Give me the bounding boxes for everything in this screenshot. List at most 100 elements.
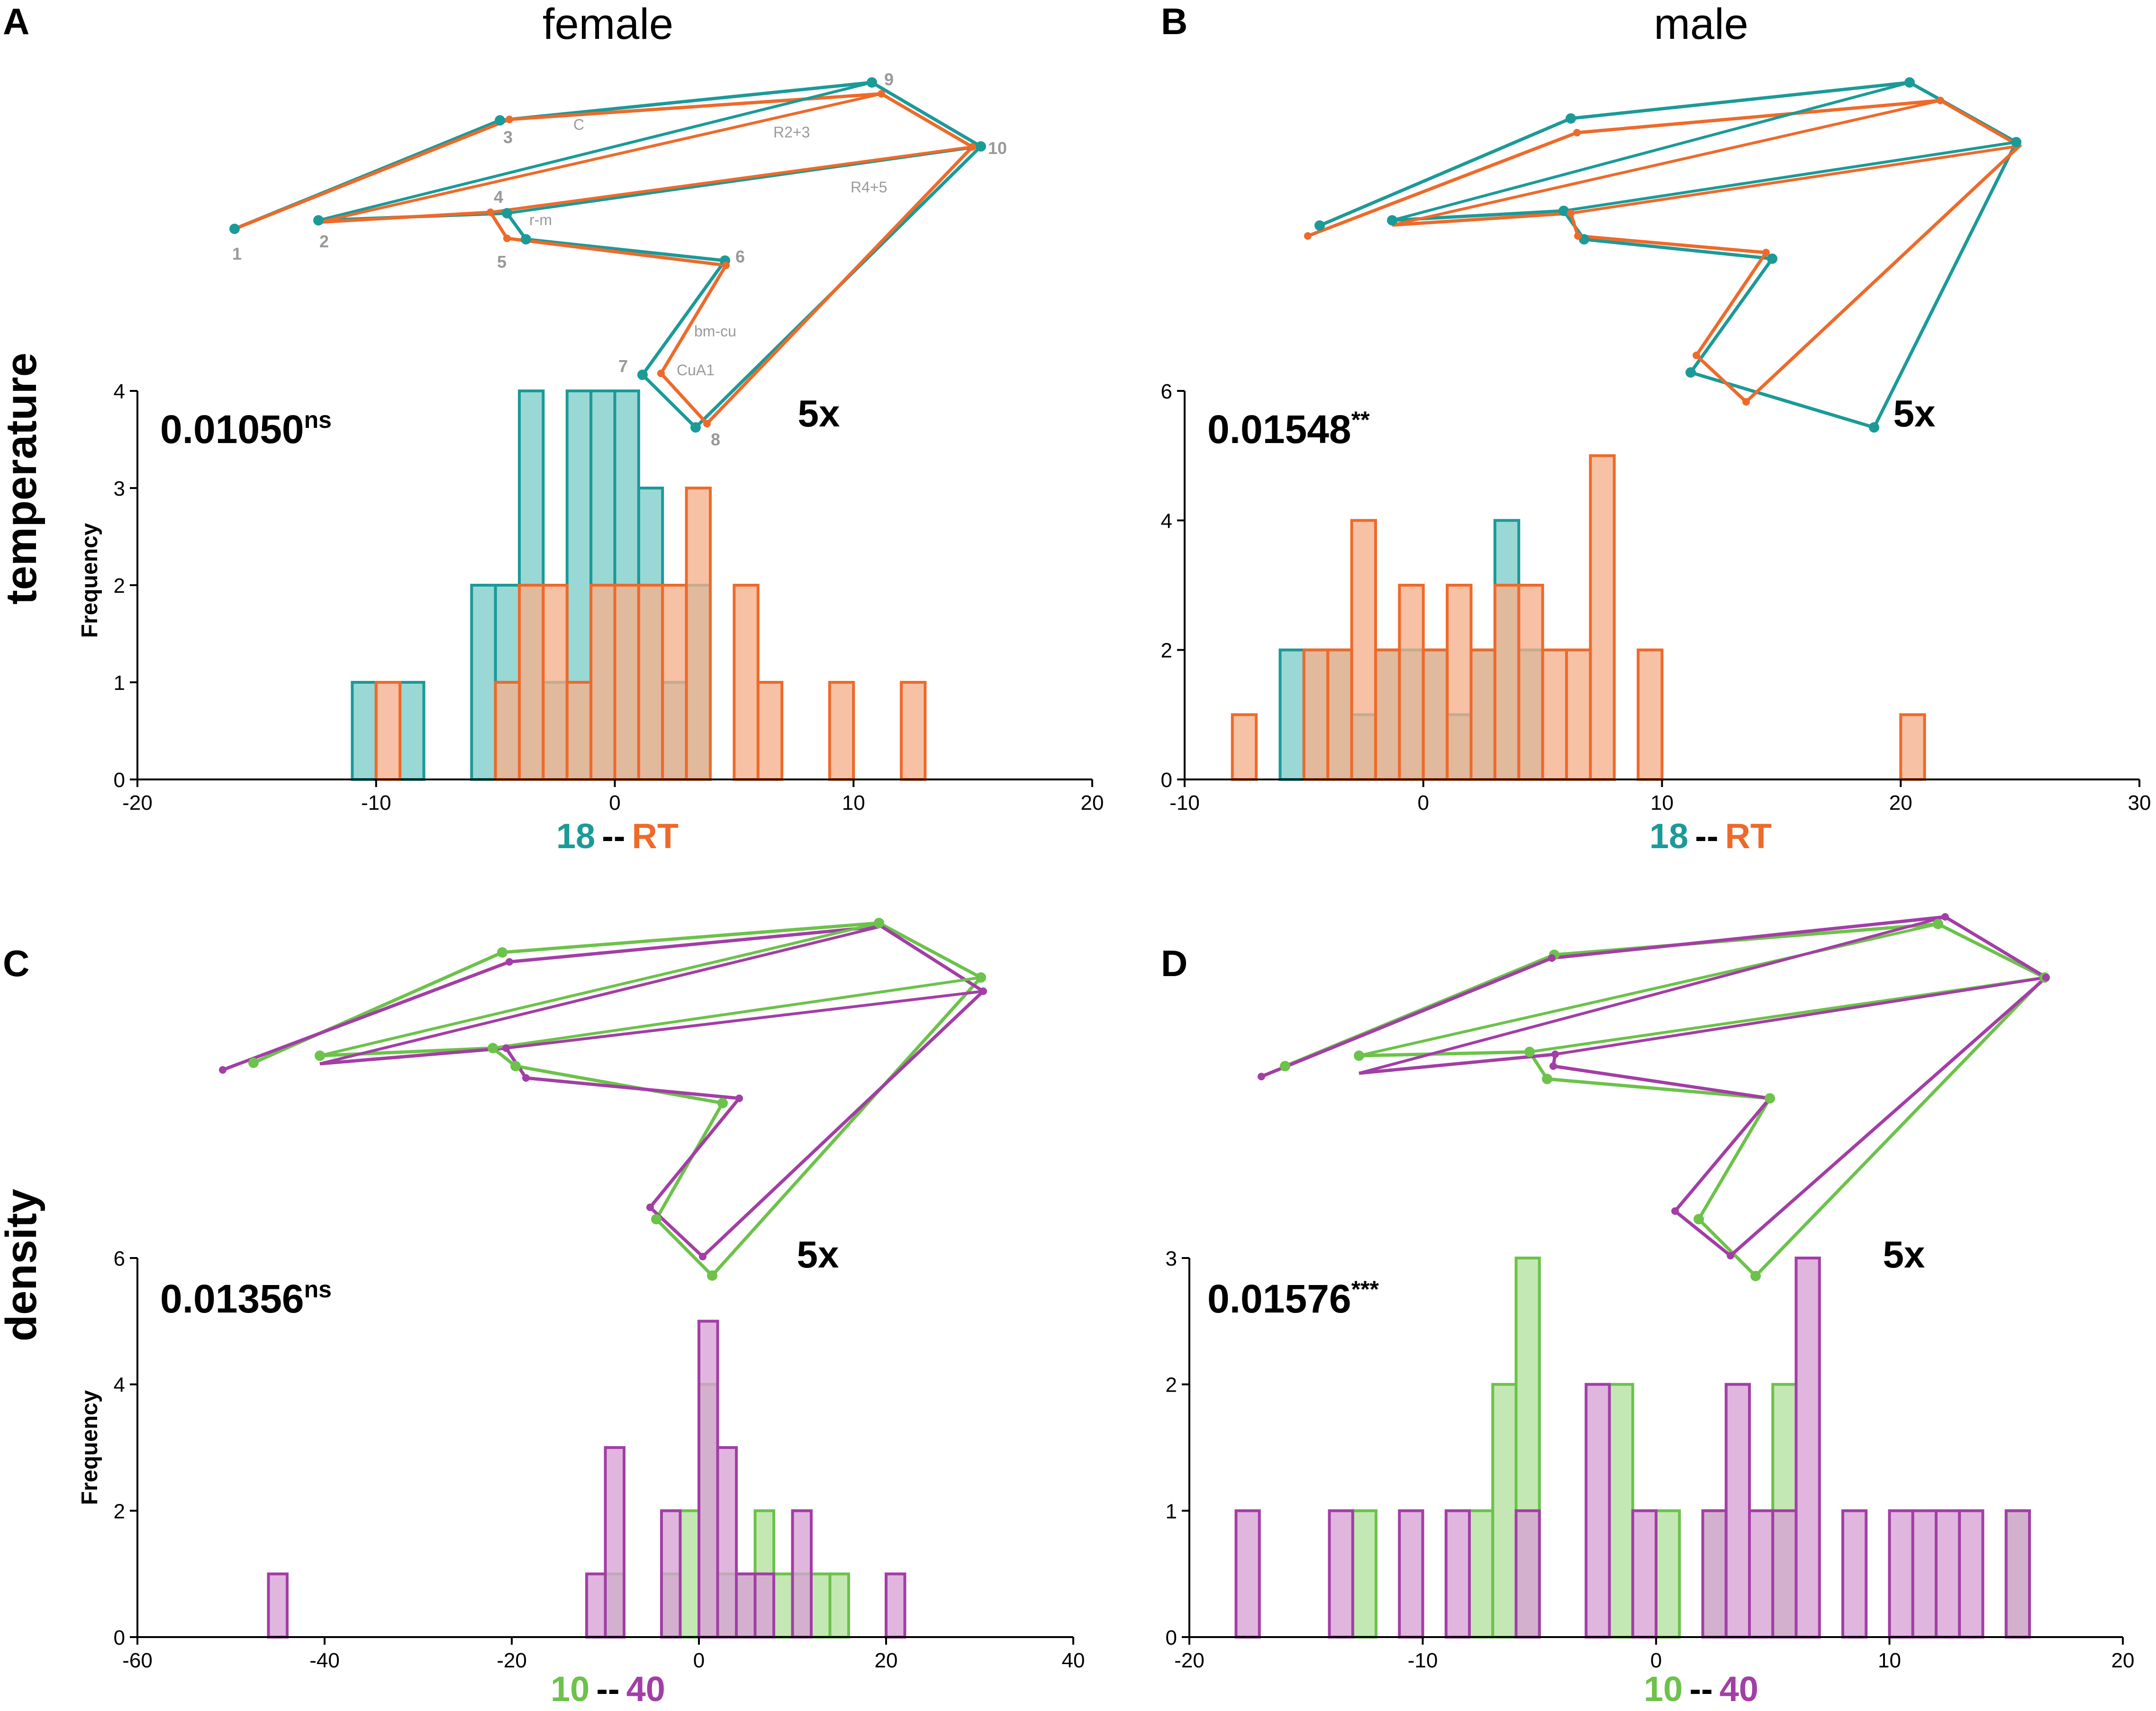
panel-letter-c: C [3, 942, 29, 984]
panel-d-bar-40-2 [1398, 1509, 1424, 1639]
landmark-label-4: 4 [494, 187, 503, 207]
panel-b-bar-rt-5 [1398, 584, 1425, 781]
panel-c-x-tick-label-4: 20 [875, 1649, 898, 1672]
panel-b-y-tick-label-0: 0 [1161, 769, 1172, 792]
panel-c-bar-10-9 [810, 1572, 832, 1639]
panel-a-bar-rt-10 [733, 584, 760, 781]
panel-a-bar-rt-0 [374, 681, 402, 781]
wing-c-vein-r23-10 [319, 922, 879, 1057]
wing-d-vein-r23-40 [1359, 915, 1946, 1075]
landmark-label-7: 7 [618, 356, 628, 376]
landmark-label-9: 9 [884, 70, 894, 89]
panel-c-y-tick-label-0: 0 [114, 1626, 125, 1649]
panel-d-bar-40-6 [1631, 1509, 1658, 1639]
panel-a-bar-rt-4 [565, 681, 593, 781]
panel-a-bar-rt-13 [900, 681, 927, 781]
panel-b-stat-significance: ** [1351, 407, 1370, 433]
panel-b-bar-18-0 [1278, 648, 1305, 781]
panel-a-scale-factor: 5x [798, 392, 840, 435]
vein-label-r23: R2+3 [773, 124, 810, 141]
wing-a-outline-rt [234, 92, 975, 426]
wing-d-vein-r45-40 [1555, 976, 2047, 1056]
panel-b-stat: 0.01548** [1207, 407, 1370, 452]
panel-a-stat: 0.01050ns [160, 407, 332, 452]
panel-b-bar-rt-6 [1422, 648, 1449, 781]
panel-a-y-tick-label-1: 1 [114, 671, 125, 695]
panel-d-bar-10-0 [1351, 1509, 1377, 1639]
row-title-density: density [0, 1189, 45, 1341]
panel-a-bar-18-0 [351, 681, 378, 781]
panel-d-y-tick-label-1: 1 [1166, 1500, 1177, 1523]
panel-c-bar-40-7 [753, 1572, 775, 1639]
vein-label-rm: r-m [529, 211, 552, 228]
panel-letter-d: D [1161, 942, 1187, 984]
panel-a-legend: 18 -- RT [556, 816, 679, 856]
panel-b-bar-rt-3 [1350, 519, 1377, 781]
panel-a-bar-rt-11 [756, 681, 784, 781]
panel-c-legend-group-b: 40 [626, 1669, 665, 1709]
panel-c-histogram [267, 1320, 906, 1639]
panel-c-x-tick-label-2: -20 [497, 1649, 527, 1672]
panel-a-bar-18-1 [399, 681, 426, 781]
panel-b-y-tick-label-1: 2 [1161, 639, 1172, 662]
panel-d-x-tick-label-3: 10 [1878, 1649, 1901, 1672]
panel-c-bar-40-2 [604, 1446, 625, 1639]
panel-b-histogram [1231, 454, 1926, 781]
panel-c-stat: 0.01356ns [160, 1276, 332, 1321]
panel-d-bar-40-0 [1234, 1509, 1261, 1639]
panel-d-ticks: -20 -10 0 10 20 0 1 2 3 [1166, 1247, 2135, 1672]
panel-c-bar-10-2 [679, 1509, 700, 1639]
panel-c-bar-40-3 [660, 1509, 682, 1639]
panel-b-stat-value: 0.01548 [1207, 407, 1351, 452]
panel-d-y-tick-label-3: 3 [1166, 1247, 1177, 1270]
panel-b-legend-separator: -- [1695, 816, 1718, 856]
panel-b-wing-shape [1304, 77, 2022, 433]
panel-d-bar-10-1 [1468, 1509, 1495, 1639]
panel-b-legend-group-a: 18 [1649, 816, 1688, 856]
panel-d-bar-40-3 [1444, 1509, 1471, 1639]
panel-d-legend-separator: -- [1689, 1669, 1712, 1709]
row-title-temperature: temperature [0, 353, 45, 605]
panel-d-x-tick-label-1: -10 [1408, 1649, 1438, 1672]
panel-d-bar-10-2 [1491, 1383, 1518, 1639]
wing-c-outline-40 [222, 924, 986, 1259]
panel-a-bar-rt-1 [494, 681, 521, 781]
panel-d-wing-shape [1258, 913, 2050, 1281]
wing-c-vein-r23-40 [319, 925, 882, 1065]
panel-d-bar-40-4 [1514, 1509, 1541, 1639]
panel-a-wing-shape: 1 2 3 4 5 6 7 8 9 10 C R2+3 R4+5 r-m bm-… [229, 70, 1007, 449]
panel-a-legend-group-b: RT [632, 816, 679, 856]
panel-c-bar-40-5 [716, 1446, 738, 1639]
panel-b-bar-rt-12 [1565, 648, 1592, 781]
panel-b-bar-rt-11 [1541, 648, 1568, 781]
wing-c-landmark-points [248, 918, 986, 1281]
panel-c-legend: 10 -- 40 [551, 1669, 665, 1709]
landmark-label-10: 10 [988, 138, 1007, 158]
panel-a-histogram [351, 389, 927, 781]
panel-d-y-tick-label-2: 2 [1166, 1374, 1177, 1397]
panel-d-bar-40-7 [1701, 1509, 1728, 1639]
panel-d-x-tick-label-4: 20 [2111, 1649, 2135, 1672]
panel-a-legend-separator: -- [602, 816, 625, 856]
panel-b-bar-rt-13 [1589, 454, 1616, 781]
wing-a-outline-18 [234, 81, 984, 430]
panel-d-bar-40-1 [1328, 1509, 1354, 1639]
panel-d-bar-40-17 [2004, 1509, 2031, 1639]
landmark-label-2: 2 [319, 232, 329, 251]
panel-c-y-tick-label-3: 6 [114, 1247, 125, 1270]
panel-c-wing-shape [219, 918, 987, 1281]
panel-b-bar-rt-1 [1302, 648, 1330, 781]
panel-a-x-tick-label-3: 10 [842, 791, 865, 815]
panel-c-x-tick-label-1: -40 [309, 1649, 340, 1672]
landmark-label-3: 3 [503, 127, 513, 147]
panel-c-bar-40-9 [885, 1572, 906, 1639]
panel-d-bar-40-15 [1935, 1509, 1961, 1639]
wing-a-vein-r23-rt [318, 92, 882, 224]
panel-b-bar-rt-2 [1326, 648, 1353, 781]
wing-c-vein-r45-10 [492, 976, 981, 1050]
panel-d-bar-10-4 [1608, 1383, 1634, 1639]
panel-d-bar-40-16 [1958, 1509, 1984, 1639]
panel-b-bar-rt-14 [1637, 648, 1664, 781]
